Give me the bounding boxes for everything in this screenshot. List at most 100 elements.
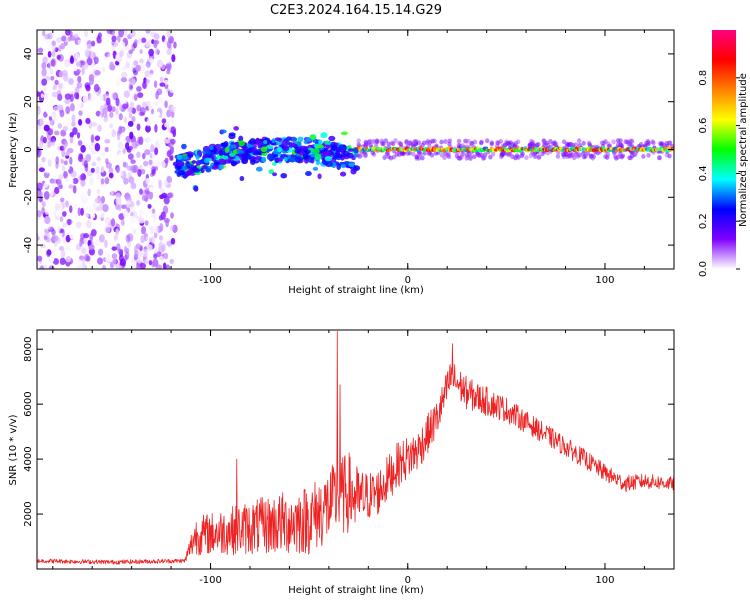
- heatmap-cell: [80, 207, 84, 216]
- heatmap-cell: [93, 182, 100, 188]
- heatmap-cell: [80, 144, 86, 153]
- colorbar-ticks: 0.0 0.2 0.4 0.6 0.8: [698, 70, 740, 277]
- heatmap-cell: [104, 146, 109, 153]
- heatmap-cell: [77, 39, 82, 45]
- heatmap-cell: [92, 30, 98, 39]
- heatmap-cell: [47, 226, 55, 232]
- heatmap-cell: [176, 154, 183, 160]
- heatmap-cell: [331, 161, 337, 169]
- heatmap-cell: [72, 127, 78, 135]
- heatmap-cell: [79, 240, 83, 247]
- heatmap-cell: [446, 154, 452, 160]
- heatmap-cell: [80, 191, 84, 199]
- heatmap-cell: [88, 144, 93, 153]
- heatmap-cell: [107, 53, 114, 61]
- heatmap-cell: [249, 159, 256, 165]
- heatmap-cell: [43, 86, 48, 92]
- snr-ylabel: SNR (10 * v/v): [8, 414, 19, 485]
- heatmap-cell: [145, 136, 151, 143]
- heatmap-cell: [363, 152, 368, 157]
- heatmap-cell: [83, 237, 88, 245]
- heatmap-cell: [164, 228, 170, 235]
- heatmap-cell: [324, 140, 330, 145]
- heatmap-cell: [101, 46, 107, 54]
- colorbar-tick-label: 0.6: [698, 118, 709, 134]
- heatmap-cell: [166, 176, 173, 184]
- heatmap-cell: [38, 191, 43, 198]
- heatmap-cell: [123, 30, 128, 37]
- heatmap-cell: [111, 253, 118, 260]
- heatmap-cell: [161, 92, 167, 100]
- heatmap-cell: [150, 236, 155, 245]
- heatmap-cell: [88, 73, 95, 82]
- heatmap-cell: [138, 208, 144, 217]
- heatmap-cell: [411, 151, 416, 157]
- heatmap-cell: [129, 131, 134, 140]
- heatmap-cell: [57, 123, 63, 129]
- heatmap-cell: [40, 243, 46, 249]
- heatmap-cell: [111, 246, 118, 251]
- heatmap-cell: [139, 63, 146, 72]
- heatmap-cell: [230, 160, 238, 166]
- heatmap-cell: [75, 221, 82, 229]
- heatmap-cell: [40, 265, 44, 269]
- heatmap-cell: [159, 255, 165, 261]
- heatmap-cell: [75, 53, 80, 60]
- heatmap-cell: [159, 194, 165, 200]
- heatmap-cell: [87, 188, 91, 197]
- heatmap-cell: [312, 166, 319, 171]
- heatmap-cell: [165, 172, 170, 179]
- heatmap-cell: [114, 53, 122, 62]
- heatmap-cell: [148, 191, 154, 200]
- heatmap-cell: [118, 125, 123, 135]
- heatmap-cell: [80, 247, 87, 255]
- heatmap-cell: [128, 77, 133, 83]
- spectrogram-xlabel: Height of straight line (km): [288, 285, 424, 296]
- heatmap-cell: [266, 154, 274, 161]
- heatmap-cell: [156, 201, 162, 208]
- heatmap-cell: [585, 151, 591, 156]
- heatmap-cell: [166, 30, 171, 38]
- heatmap-cell: [555, 153, 561, 159]
- heatmap-cell: [173, 41, 177, 49]
- heatmap-cell: [166, 150, 172, 158]
- heatmap-cell: [55, 209, 61, 217]
- heatmap-cell: [238, 140, 245, 147]
- heatmap-cell: [102, 107, 108, 115]
- heatmap-cell: [117, 141, 124, 150]
- heatmap-cell: [153, 225, 159, 234]
- heatmap-cell: [324, 151, 332, 156]
- heatmap-cell: [38, 140, 44, 149]
- heatmap-cell: [130, 215, 135, 223]
- heatmap-cell: [255, 140, 263, 146]
- heatmap-cell: [169, 258, 174, 264]
- heatmap-cell: [148, 260, 153, 266]
- heatmap-cell: [135, 232, 140, 241]
- y-tick-label: 20: [23, 95, 34, 108]
- heatmap-cell: [501, 151, 506, 156]
- heatmap-cell: [115, 60, 120, 66]
- heatmap-cell: [656, 155, 662, 161]
- heatmap-cell: [77, 140, 83, 146]
- heatmap-cell: [58, 231, 63, 238]
- heatmap-cell: [68, 184, 74, 189]
- heatmap-cell: [164, 100, 168, 108]
- heatmap-cell: [47, 140, 52, 148]
- y-tick-label: 4000: [23, 446, 34, 471]
- heatmap-cell: [37, 182, 43, 191]
- heatmap-cell: [282, 145, 290, 152]
- heatmap-cell: [71, 114, 76, 123]
- heatmap-cell: [128, 186, 133, 196]
- heatmap-cell: [37, 124, 42, 130]
- heatmap-cell: [548, 139, 553, 144]
- heatmap-cell: [116, 166, 122, 173]
- heatmap-cells: [37, 30, 674, 269]
- heatmap-cell: [44, 33, 51, 40]
- heatmap-cell: [137, 38, 142, 45]
- spectrogram-ticks: -100 0 100 -40 -20 0 20 40: [23, 30, 674, 286]
- colorbar-label: Normalized spectral amplitude: [738, 73, 749, 227]
- heatmap-cell: [261, 156, 266, 162]
- heatmap-cell: [118, 30, 124, 38]
- heatmap-cell: [65, 150, 70, 156]
- heatmap-cell: [60, 249, 66, 259]
